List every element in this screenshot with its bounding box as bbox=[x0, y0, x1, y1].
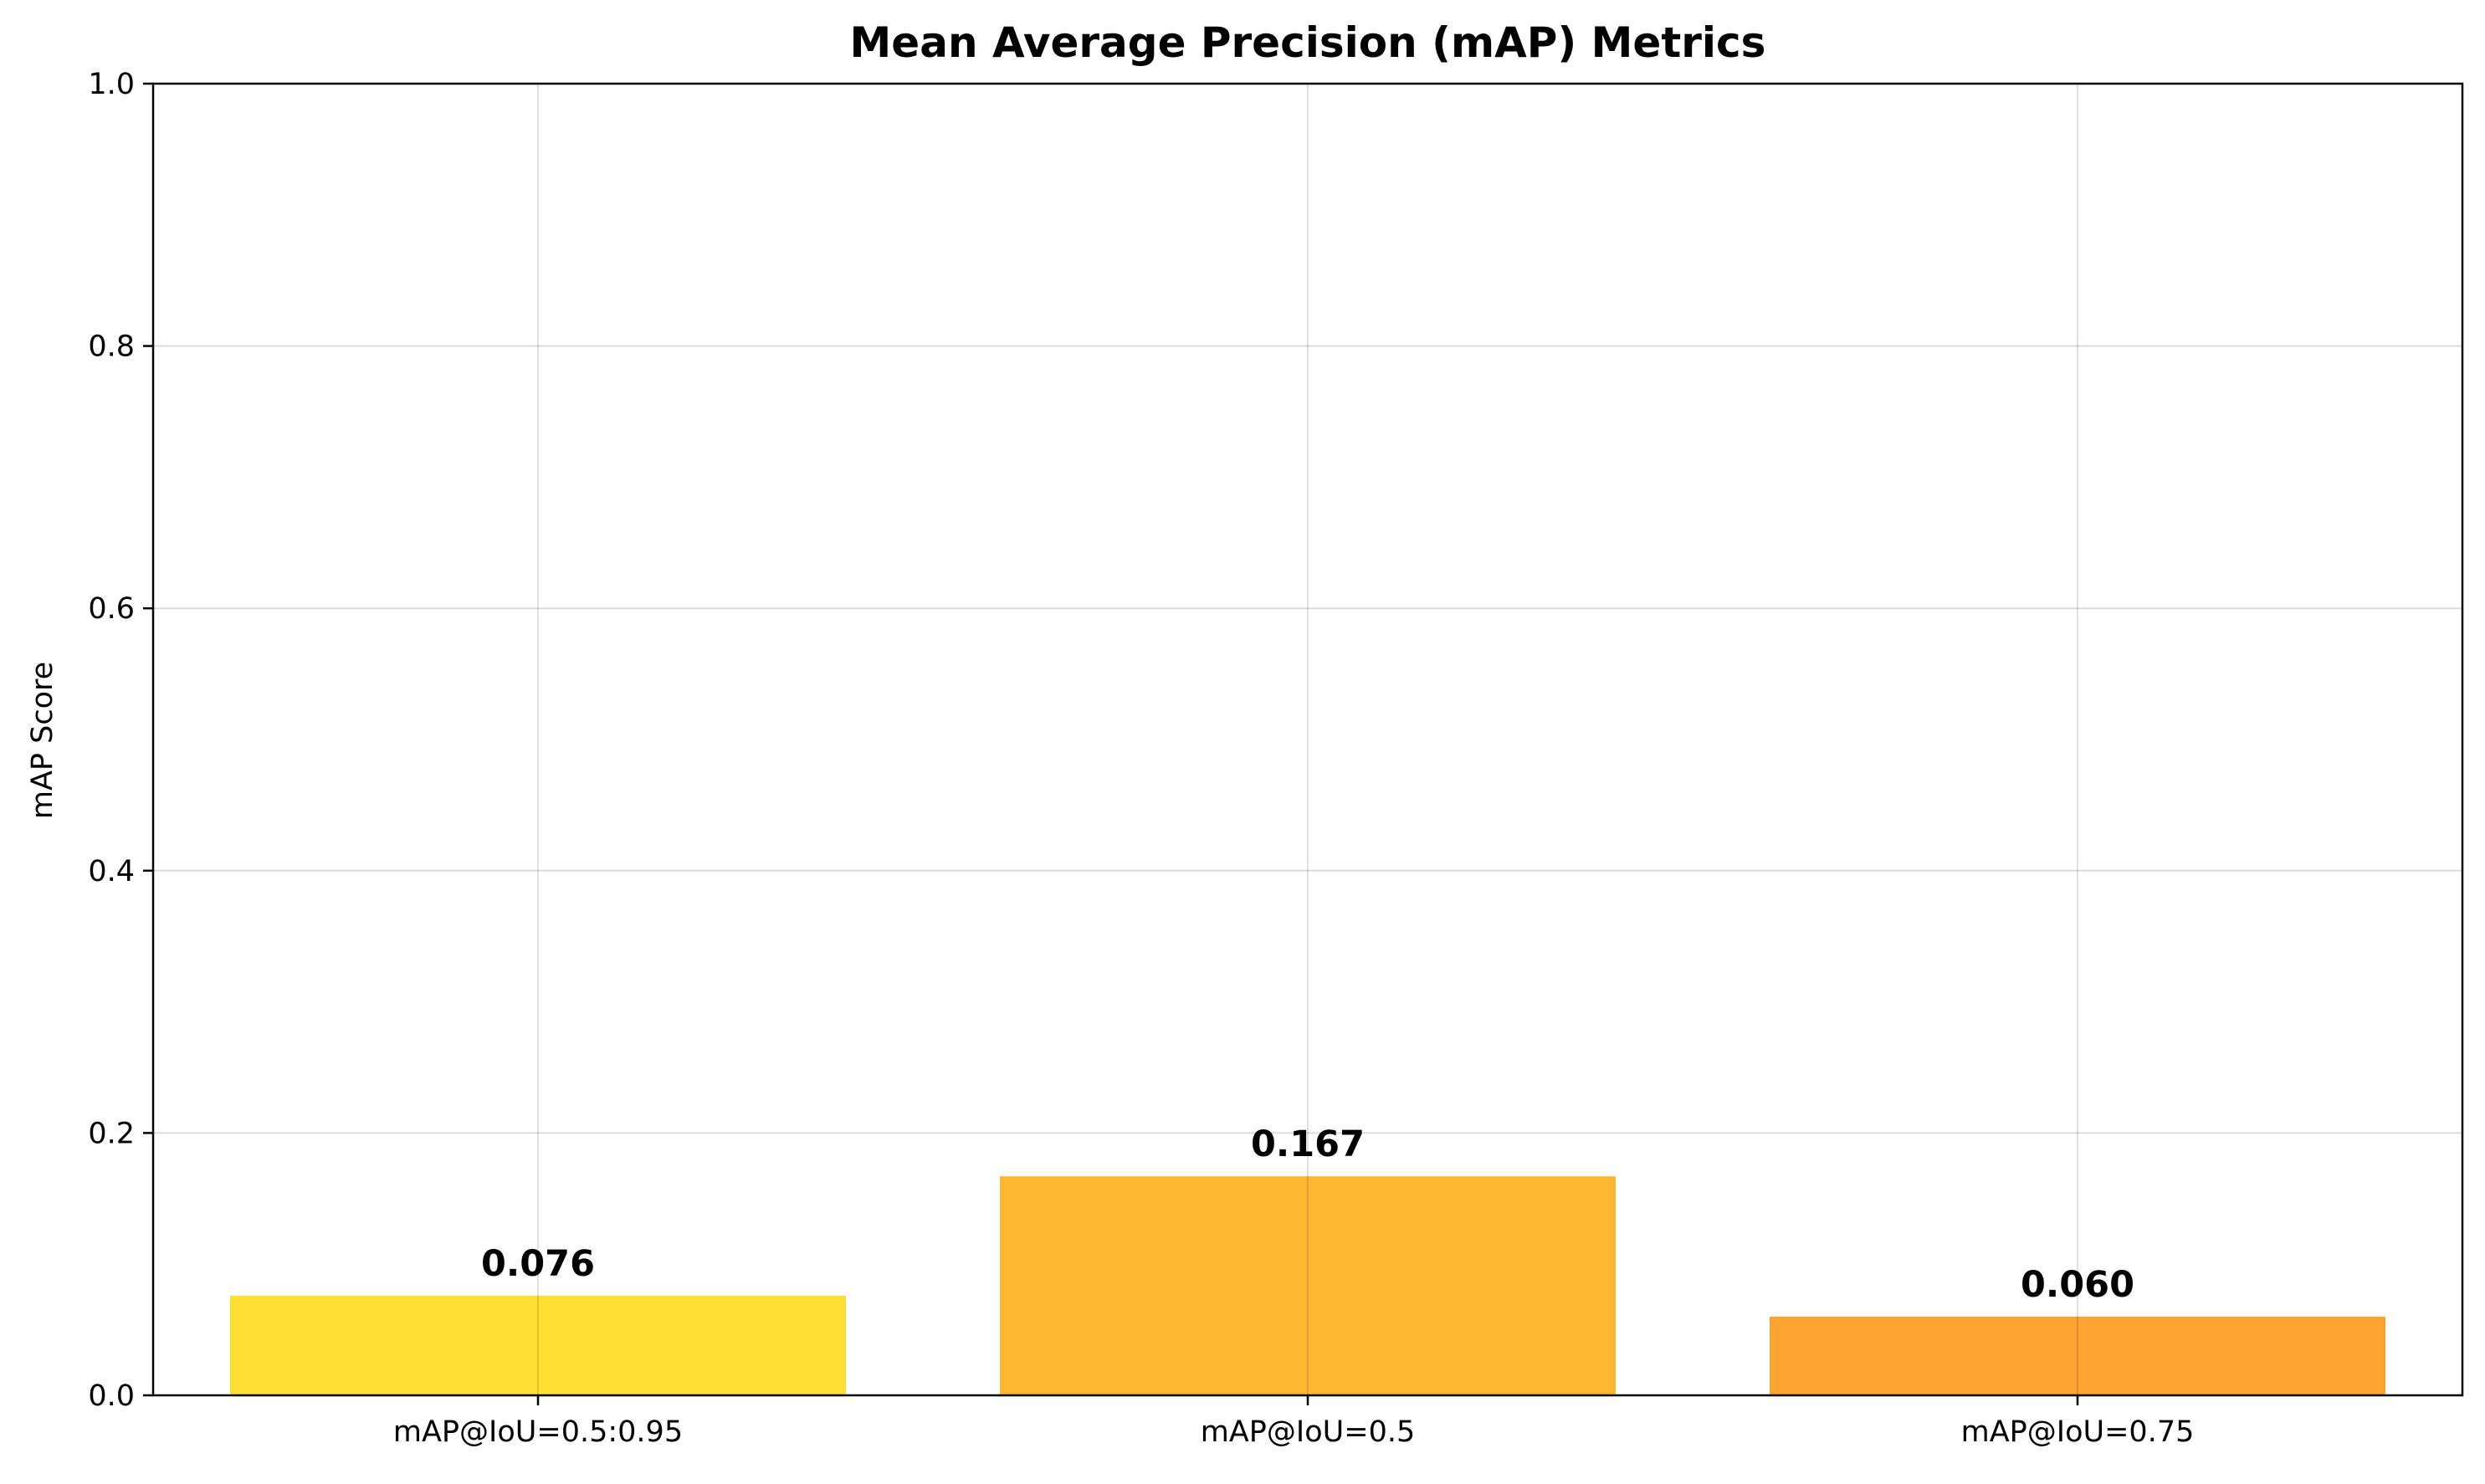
bar bbox=[230, 1295, 846, 1395]
tick-layer: 0.0 0.2 0.4 0.6 0.8 1.0 mAP@IoU=0.5:0.95 mAP@Io… bbox=[88, 68, 2194, 1449]
x-tick-label: mAP@IoU=0.75 bbox=[1961, 1415, 2195, 1449]
vertical-grid-layer bbox=[537, 84, 2078, 1395]
x-tick-label: mAP@IoU=0.5:0.95 bbox=[393, 1415, 683, 1449]
y-tick-label: 0.0 bbox=[88, 1379, 135, 1413]
bar-layer bbox=[230, 1176, 2385, 1395]
bar bbox=[1000, 1176, 1616, 1395]
data-label-layer: 0.076 0.167 0.060 bbox=[481, 1123, 2134, 1306]
y-tick-label: 0.8 bbox=[88, 330, 135, 364]
bar-value-label: 0.167 bbox=[1251, 1123, 1365, 1165]
bar-value-label: 0.060 bbox=[2021, 1264, 2134, 1306]
y-tick-label: 0.2 bbox=[88, 1117, 135, 1150]
bar bbox=[1770, 1316, 2385, 1395]
y-tick-label: 1.0 bbox=[88, 68, 135, 101]
y-tick-label: 0.4 bbox=[88, 855, 135, 888]
y-tick-label: 0.6 bbox=[88, 592, 135, 626]
chart-title: Mean Average Precision (mAP) Metrics bbox=[850, 18, 1766, 67]
bar-value-label: 0.076 bbox=[481, 1243, 595, 1285]
x-tick-label: mAP@IoU=0.5 bbox=[1201, 1415, 1415, 1449]
y-axis-label: mAP Score bbox=[26, 662, 59, 819]
